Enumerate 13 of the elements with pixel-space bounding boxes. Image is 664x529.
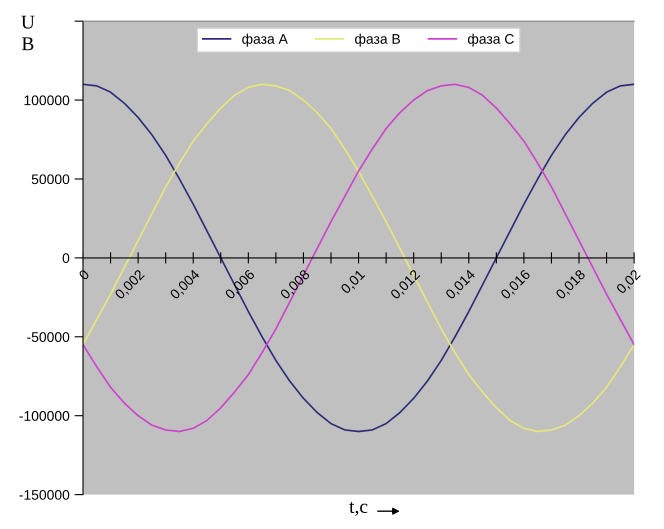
legend-label: фаза В [355,34,400,47]
y-tick-label: -50000 [27,332,70,342]
x-tick-label: 0,01 [340,269,366,296]
y-tick-label: 50000 [32,174,70,184]
y-tick-label: 100000 [24,95,70,106]
legend-label: фаза А [242,34,288,47]
y-axis-title: U B [21,16,34,50]
legend-label: фаза С [468,34,514,47]
y-tick-label: -150000 [19,490,70,500]
x-tick-label: 0,02 [616,269,642,296]
y-tick-label: 0 [62,253,70,264]
x-axis-title: t,c [349,502,368,516]
y-tick-label: -100000 [19,411,70,421]
